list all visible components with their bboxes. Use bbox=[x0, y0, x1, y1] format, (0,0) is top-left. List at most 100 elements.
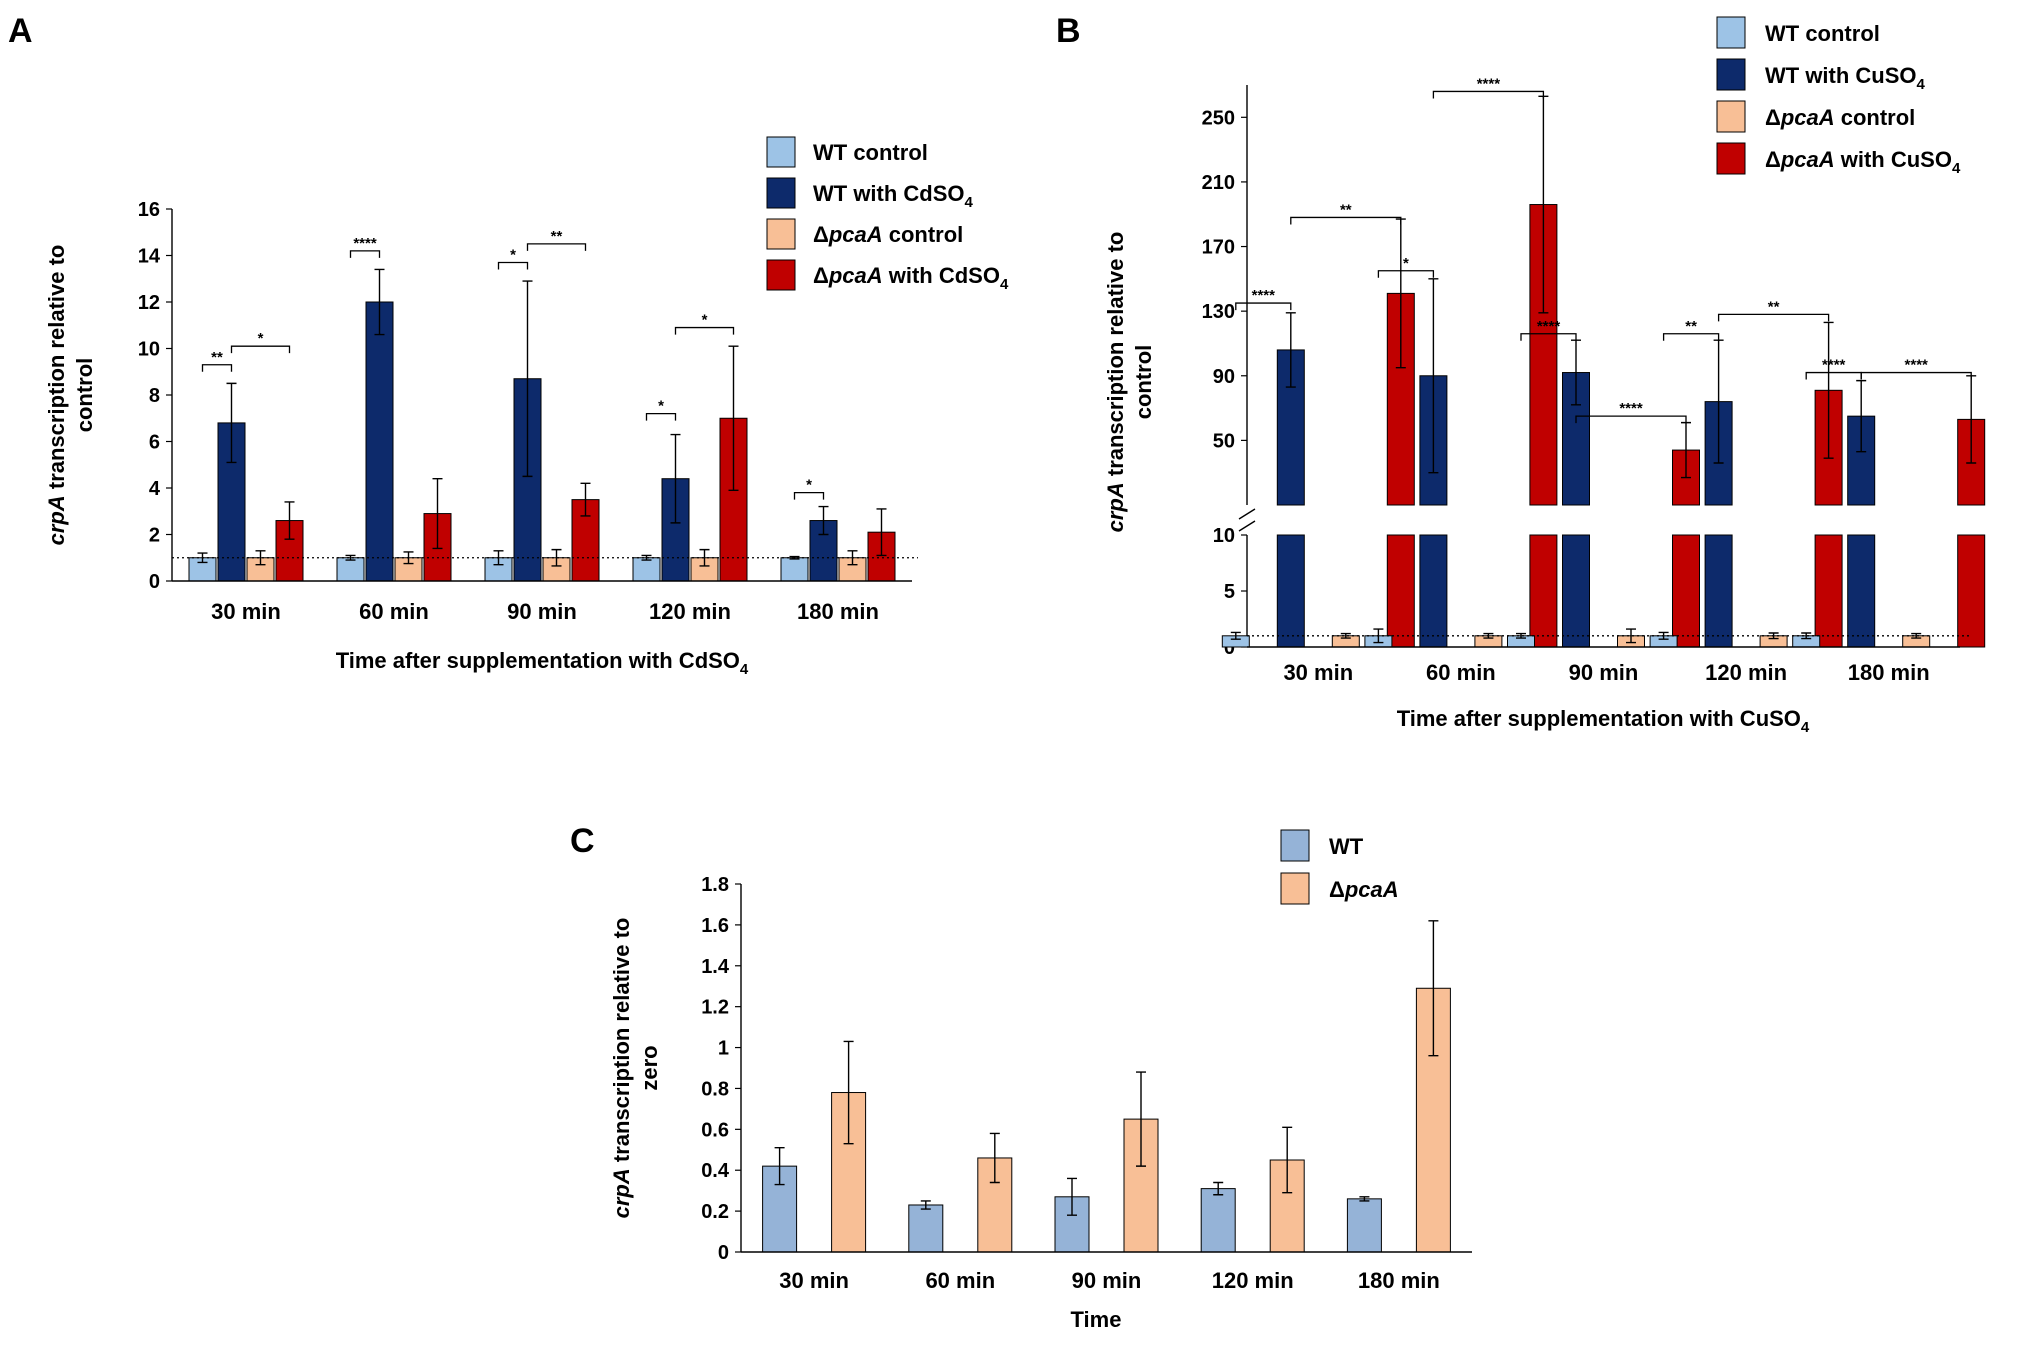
significance-b-bracket bbox=[1377, 270, 1435, 278]
x-category-label-c: 120 min bbox=[1212, 1268, 1294, 1293]
significance-a-label: * bbox=[510, 246, 516, 263]
y-tick-label-c: 0 bbox=[718, 1242, 729, 1264]
significance-a-label: ** bbox=[211, 349, 223, 366]
legend-swatch-a bbox=[766, 177, 796, 209]
y-tick-label-b: 130 bbox=[1202, 301, 1235, 323]
bar-lower-b bbox=[1386, 534, 1415, 648]
error-bar-a bbox=[374, 268, 385, 336]
bar-a bbox=[336, 557, 365, 582]
significance-b-bracket bbox=[1662, 333, 1720, 341]
significance-b-label: **** bbox=[1905, 357, 1929, 374]
legend-swatch-b bbox=[1716, 16, 1746, 49]
significance-b-label: ** bbox=[1685, 318, 1697, 335]
error-bar-c bbox=[1136, 1071, 1146, 1167]
significance-a-label: * bbox=[658, 398, 664, 415]
error-bar-a bbox=[432, 478, 443, 550]
significance-a-label: * bbox=[806, 477, 812, 494]
legend-label-a: WT with CdSO4 bbox=[813, 181, 974, 211]
error-bar-a bbox=[728, 345, 739, 492]
significance-b-label: **** bbox=[1477, 75, 1501, 92]
bar-a bbox=[780, 557, 809, 582]
significance-b-label: ** bbox=[1340, 201, 1352, 218]
y-tick-label-a: 2 bbox=[149, 525, 160, 547]
significance-b-bracket bbox=[1717, 313, 1830, 322]
significance-b-bracket bbox=[1235, 302, 1292, 311]
significance-b-label: **** bbox=[1822, 357, 1846, 374]
x-category-label-b: 90 min bbox=[1569, 660, 1639, 685]
bar-a bbox=[632, 557, 661, 582]
y-tick-label-a: 6 bbox=[149, 432, 160, 454]
error-bar-b bbox=[1230, 631, 1241, 640]
legend-swatch-c bbox=[1280, 829, 1310, 862]
y-tick-label-c: 1.8 bbox=[701, 874, 729, 896]
error-bar-a bbox=[522, 280, 533, 478]
y-tick-label-b: 170 bbox=[1202, 237, 1235, 259]
bar-lower-b bbox=[1847, 534, 1876, 648]
y-tick-label-c: 1.2 bbox=[701, 997, 729, 1019]
error-bar-c bbox=[1213, 1181, 1224, 1196]
legend-swatch-b bbox=[1716, 100, 1746, 133]
x-category-label-a: 60 min bbox=[359, 599, 429, 624]
y-tick-label-c: 0.8 bbox=[701, 1078, 729, 1100]
x-category-label-c: 90 min bbox=[1072, 1268, 1142, 1293]
significance-b-label: **** bbox=[1537, 318, 1561, 335]
bar-lower-b bbox=[1704, 534, 1733, 648]
error-bar-b bbox=[1823, 321, 1834, 459]
bar-lower-b bbox=[1276, 534, 1305, 648]
significance-b-label: **** bbox=[1252, 287, 1276, 304]
significance-b-bracket bbox=[1290, 216, 1402, 225]
y-axis-title-a: crpA transcription relative to control bbox=[44, 245, 97, 546]
panel-label-a: A bbox=[8, 12, 33, 50]
x-category-label-b: 120 min bbox=[1705, 660, 1787, 685]
error-bar-a bbox=[345, 554, 356, 561]
error-bar-a bbox=[284, 501, 295, 540]
y-tick-label-b: 90 bbox=[1213, 366, 1235, 388]
error-bar-c bbox=[774, 1147, 785, 1186]
error-bar-a bbox=[876, 508, 887, 557]
significance-a-bracket bbox=[349, 250, 381, 258]
x-category-label-b: 60 min bbox=[1426, 660, 1496, 685]
y-tick-label-c: 0.2 bbox=[701, 1201, 729, 1223]
significance-a-label: * bbox=[258, 330, 264, 347]
significance-b-bracket bbox=[1432, 90, 1545, 99]
axis-break-marker-b bbox=[1238, 508, 1256, 532]
y-tick-label-b: 5 bbox=[1224, 581, 1235, 603]
x-axis-title-c: Time bbox=[1071, 1307, 1122, 1332]
x-category-label-c: 60 min bbox=[925, 1268, 995, 1293]
legend-swatch-b bbox=[1716, 142, 1746, 175]
error-bar-c bbox=[1282, 1126, 1293, 1194]
significance-a-bracket bbox=[793, 492, 825, 500]
legend-label-b: ΔpcaA with CuSO4 bbox=[1765, 147, 1961, 177]
panel-label-b: B bbox=[1056, 12, 1081, 50]
y-tick-label-a: 14 bbox=[138, 246, 161, 268]
bar-lower-b bbox=[1814, 534, 1843, 648]
error-bar-b bbox=[1516, 632, 1526, 639]
significance-b-bracket bbox=[1805, 371, 1862, 380]
significance-a-bracket bbox=[230, 345, 291, 354]
x-category-label-a: 180 min bbox=[797, 599, 879, 624]
error-bar-c bbox=[1428, 920, 1439, 1057]
y-tick-label-c: 1.4 bbox=[701, 956, 730, 978]
y-tick-label-a: 16 bbox=[138, 199, 160, 221]
y-tick-label-b: 10 bbox=[1213, 525, 1235, 547]
legend-swatch-b bbox=[1716, 58, 1746, 91]
significance-a-bracket bbox=[645, 412, 677, 421]
significance-a-label: * bbox=[702, 312, 708, 329]
error-bar-b bbox=[1428, 278, 1439, 474]
x-axis-title-b: Time after supplementation with CuSO4 bbox=[1397, 706, 1810, 736]
x-category-label-c: 30 min bbox=[779, 1268, 849, 1293]
significance-a-label: ** bbox=[551, 228, 563, 245]
y-tick-label-a: 4 bbox=[149, 478, 161, 500]
error-bar-a bbox=[670, 433, 681, 524]
significance-b-label: * bbox=[1403, 255, 1409, 272]
y-tick-label-b: 250 bbox=[1202, 107, 1235, 129]
significance-a-bracket bbox=[526, 243, 587, 251]
error-bar-c bbox=[920, 1200, 931, 1210]
x-axis-title-a: Time after supplementation with CdSO4 bbox=[336, 648, 749, 678]
legend-label-a: WT control bbox=[813, 140, 928, 165]
error-bar-b bbox=[1856, 379, 1867, 453]
significance-a-bracket bbox=[497, 261, 529, 270]
panel-label-c: C bbox=[570, 822, 595, 860]
bar-c bbox=[908, 1204, 944, 1253]
